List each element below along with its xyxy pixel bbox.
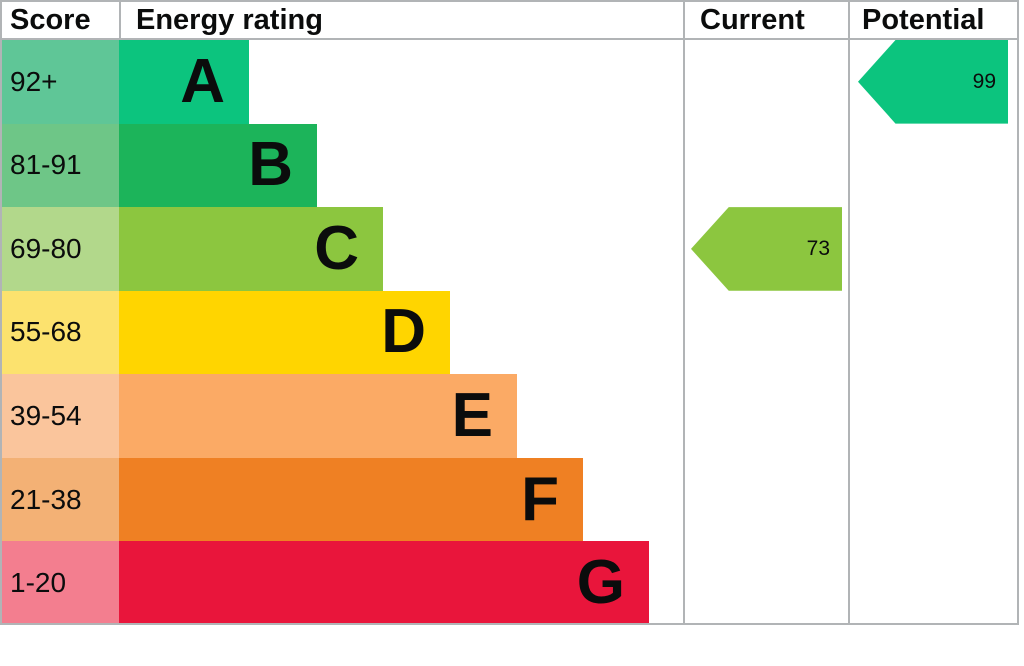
band-letter: B	[248, 130, 293, 200]
band-bar: B	[119, 123, 317, 208]
band-letter: C	[314, 213, 359, 283]
potential-column-divider	[848, 0, 850, 625]
band-row-a: 92+ A	[0, 40, 683, 124]
band-bar: A	[119, 40, 249, 124]
band-letter: E	[451, 381, 493, 451]
header-score: Score	[10, 3, 91, 36]
current-column-divider	[683, 0, 685, 625]
score-range-label: 1-20	[10, 567, 67, 599]
band-bar: F	[119, 457, 583, 542]
header-current: Current	[700, 3, 805, 36]
current-rating-value: 73	[806, 236, 830, 260]
epc-rating-chart: Score Energy rating Current Potential 92…	[0, 0, 1019, 626]
band-row-f: 21-38 F	[0, 457, 683, 542]
score-column-divider	[119, 0, 121, 40]
score-range-label: 55-68	[10, 316, 82, 348]
score-range-label: 21-38	[10, 483, 82, 515]
band-bar: G	[119, 541, 649, 625]
current-rating-arrow: 73	[691, 207, 842, 291]
score-range-label: 69-80	[10, 232, 82, 264]
band-letter: D	[381, 297, 426, 367]
table-bottom-border	[0, 623, 1019, 625]
band-letter: A	[180, 46, 225, 116]
score-cell: 1-20	[0, 541, 119, 625]
score-cell: 21-38	[0, 457, 119, 542]
potential-rating-value: 99	[972, 69, 996, 93]
potential-rating-arrow: 99	[858, 40, 1008, 124]
table-top-border	[0, 0, 1019, 2]
band-row-d: 55-68 D	[0, 290, 683, 375]
table-right-border	[1017, 0, 1019, 625]
band-rows: 92+ A 81-91 B 69-80 C 55-68 D 39-54 E 21…	[0, 40, 683, 625]
band-letter: G	[576, 548, 625, 618]
score-cell: 39-54	[0, 374, 119, 458]
score-cell: 92+	[0, 40, 119, 124]
score-range-label: 92+	[10, 65, 58, 97]
score-range-label: 81-91	[10, 149, 82, 181]
score-cell: 81-91	[0, 123, 119, 208]
band-row-e: 39-54 E	[0, 374, 683, 458]
table-left-border	[0, 0, 2, 625]
band-letter: F	[521, 464, 559, 534]
band-bar: C	[119, 207, 383, 291]
band-row-b: 81-91 B	[0, 123, 683, 208]
band-row-c: 69-80 C	[0, 207, 683, 291]
header-potential: Potential	[862, 3, 985, 36]
band-row-g: 1-20 G	[0, 541, 683, 625]
score-range-label: 39-54	[10, 400, 82, 432]
band-bar: E	[119, 374, 517, 458]
header-bottom-border	[0, 38, 1019, 40]
band-bar: D	[119, 290, 450, 375]
score-cell: 69-80	[0, 207, 119, 291]
score-cell: 55-68	[0, 290, 119, 375]
header-energy-rating: Energy rating	[136, 3, 323, 36]
